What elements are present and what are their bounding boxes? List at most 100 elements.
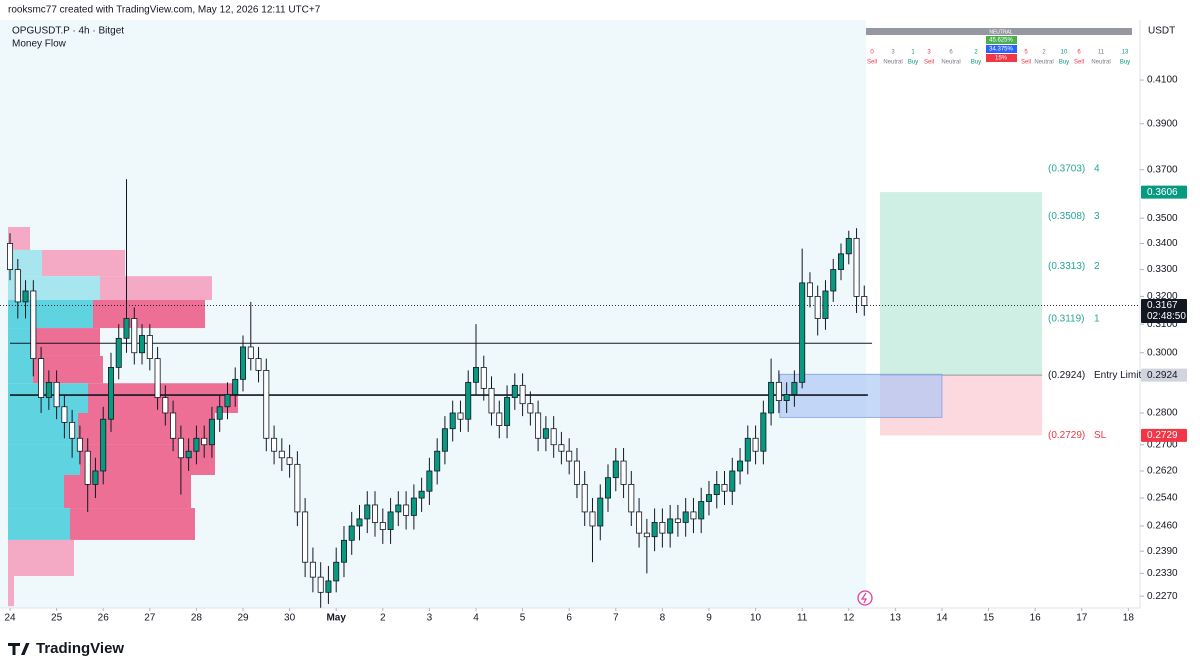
widget-bar-label: 34.375% bbox=[989, 47, 1013, 53]
price-tag bbox=[1141, 185, 1187, 199]
x-tick-label: 30 bbox=[284, 613, 296, 624]
volume-sell bbox=[64, 474, 191, 509]
widget-bar bbox=[986, 54, 1017, 62]
candle-body bbox=[768, 381, 775, 414]
x-tick-label: 14 bbox=[936, 613, 948, 624]
volume-buy bbox=[8, 412, 78, 445]
widget-count: 3 bbox=[927, 50, 931, 56]
candle-body bbox=[139, 335, 146, 354]
level-price: (0.3508) bbox=[1048, 211, 1085, 222]
widget-signal: Buy bbox=[971, 60, 981, 66]
candle-body bbox=[387, 511, 394, 530]
candle-body bbox=[123, 318, 130, 339]
alert-icon[interactable] bbox=[857, 590, 873, 606]
candle-body bbox=[597, 497, 604, 527]
candle-body bbox=[775, 381, 782, 401]
candle-body bbox=[783, 394, 790, 401]
widget-count: 2 bbox=[974, 50, 978, 56]
y-tick-label: 0.3200 bbox=[1147, 291, 1178, 302]
candle-body bbox=[294, 463, 301, 513]
candle-body bbox=[131, 318, 138, 354]
candle-body bbox=[457, 412, 464, 420]
candle-body bbox=[356, 518, 363, 527]
candle-body bbox=[822, 290, 829, 319]
price-tag-label: 0.3606 bbox=[1147, 187, 1178, 198]
candle-body bbox=[185, 450, 192, 459]
widget-count: 13 bbox=[1122, 50, 1129, 56]
candle-body bbox=[53, 381, 60, 408]
x-tick-label: 7 bbox=[613, 613, 619, 624]
volume-sell bbox=[8, 226, 30, 250]
x-tick-label: 11 bbox=[797, 613, 808, 624]
level-price: (0.3119) bbox=[1048, 313, 1085, 324]
price-tag-countdown: 02:48:50 bbox=[1147, 311, 1186, 322]
widget-signal: Neutral bbox=[1034, 60, 1053, 66]
candle-body bbox=[853, 237, 860, 297]
candle-body bbox=[674, 518, 681, 523]
candle-body bbox=[38, 358, 45, 398]
candle-body bbox=[441, 428, 448, 452]
candle-body bbox=[7, 243, 14, 270]
widget-signal: Buy bbox=[1120, 60, 1130, 66]
candle-body bbox=[92, 470, 99, 485]
candle-body bbox=[799, 282, 806, 383]
candle-body bbox=[449, 412, 456, 430]
volume-sell bbox=[8, 539, 74, 577]
x-tick-label: 18 bbox=[1123, 613, 1135, 624]
candle-body bbox=[667, 518, 674, 534]
candle-body bbox=[340, 539, 347, 563]
widget-signal: Sell bbox=[1074, 60, 1084, 66]
level-name: 1 bbox=[1094, 313, 1100, 324]
candle-body bbox=[837, 253, 844, 270]
level-price: (0.2924) bbox=[1048, 370, 1085, 381]
widget-signal: Neutral bbox=[941, 60, 960, 66]
widget-signal: Neutral bbox=[883, 60, 902, 66]
widget-header bbox=[866, 28, 1132, 35]
candle-body bbox=[162, 397, 169, 414]
candle-body bbox=[395, 504, 402, 513]
y-tick-label: 0.2800 bbox=[1147, 408, 1178, 419]
candle-body bbox=[115, 337, 122, 368]
candle-body bbox=[271, 437, 278, 452]
candle-body bbox=[558, 444, 565, 452]
candle-body bbox=[69, 421, 76, 439]
candle-body bbox=[659, 522, 666, 534]
candle-body bbox=[22, 290, 29, 303]
candle-body bbox=[566, 450, 573, 462]
candle-body bbox=[527, 403, 534, 414]
candle-body bbox=[760, 412, 767, 452]
y-tick-label: 0.3900 bbox=[1147, 118, 1178, 129]
candle-body bbox=[434, 450, 441, 472]
candle-body bbox=[232, 378, 239, 395]
candle-body bbox=[263, 369, 270, 439]
candle-body bbox=[721, 484, 728, 492]
candle-body bbox=[170, 412, 177, 439]
candle-body bbox=[713, 484, 720, 496]
level-name: 4 bbox=[1094, 164, 1100, 175]
candle-body bbox=[379, 522, 386, 530]
widget-count: 6 bbox=[1077, 50, 1081, 56]
x-tick-label: 27 bbox=[144, 613, 156, 624]
widget-signal: Buy bbox=[1059, 60, 1069, 66]
y-tick-label: 0.2620 bbox=[1147, 466, 1178, 477]
widget-count: 1 bbox=[911, 50, 915, 56]
volume-sell bbox=[30, 328, 100, 356]
volume-buy bbox=[8, 355, 33, 384]
candle-body bbox=[302, 511, 309, 563]
candle-body bbox=[605, 477, 612, 499]
candle-body bbox=[216, 406, 223, 420]
price-tag bbox=[1141, 368, 1187, 382]
candle-body bbox=[643, 532, 650, 538]
candle-body bbox=[61, 406, 68, 423]
level-name: 2 bbox=[1094, 261, 1100, 272]
x-tick-label: 25 bbox=[51, 613, 63, 624]
candle-body bbox=[496, 412, 503, 426]
widget-signal: Sell bbox=[924, 60, 934, 66]
currency: USDT bbox=[1148, 26, 1175, 37]
x-tick-label: 8 bbox=[660, 613, 666, 624]
volume-sell bbox=[42, 249, 125, 277]
level-name: Entry Limit bbox=[1094, 370, 1141, 381]
level-name: SL bbox=[1094, 430, 1107, 441]
